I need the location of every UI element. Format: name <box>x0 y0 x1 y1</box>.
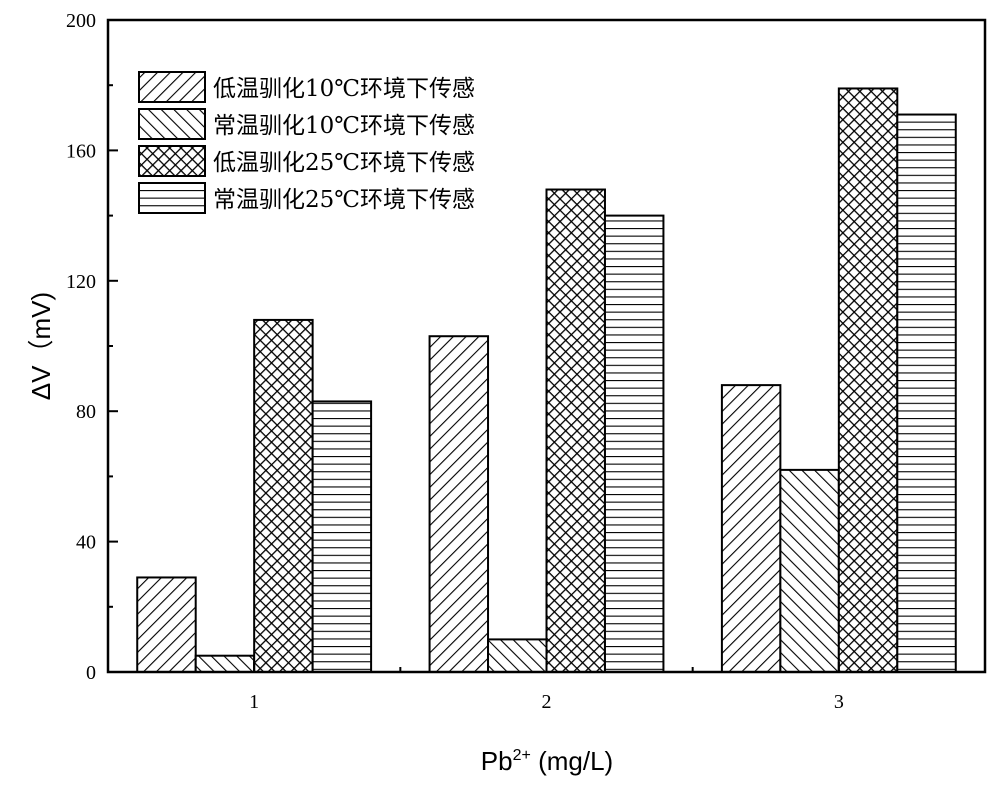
y-tick-label: 40 <box>76 532 96 554</box>
bar-3-cat-2 <box>545 188 606 674</box>
x-tick-label: 2 <box>542 691 552 713</box>
axes-layer: 1 2 3 0 40 80 120 160 200 <box>66 10 987 713</box>
y-tick-label: 80 <box>76 401 96 423</box>
bar-4-cat-2 <box>603 214 665 673</box>
y-tick-label: 0 <box>86 662 96 684</box>
legend: 低温驯化10℃环境下传感常温驯化10℃环境下传感低温驯化25℃环境下传感常温驯化… <box>138 71 475 214</box>
legend-label-1: 低温驯化10℃环境下传感 <box>213 76 475 102</box>
legend-swatch-1 <box>138 71 206 103</box>
bar-2-cat-1 <box>194 654 256 674</box>
bar-4-cat-3 <box>896 113 957 674</box>
legend-label-3: 低温驯化25℃环境下传感 <box>213 150 475 176</box>
legend-swatch-4 <box>138 182 206 214</box>
y-tick-label: 200 <box>66 10 96 32</box>
bar-2-cat-3 <box>779 468 840 673</box>
bar-2-cat-2 <box>487 638 548 674</box>
x-tick-label: 1 <box>249 691 259 713</box>
bars-layer <box>136 87 957 674</box>
x-axis-title: Pb2+ (mg/L) <box>481 746 613 776</box>
y-tick-label: 160 <box>66 140 96 162</box>
legend-swatch-2 <box>138 108 206 140</box>
y-tick-label: 120 <box>66 271 96 293</box>
plot-frame <box>106 18 987 674</box>
bar-1-cat-1 <box>136 576 197 674</box>
legend-label-2: 常温驯化10℃环境下传感 <box>213 113 475 139</box>
bar-3-cat-1 <box>253 318 314 673</box>
bar-1-cat-2 <box>428 335 490 673</box>
legend-swatch-3 <box>138 145 206 177</box>
bar-4-cat-1 <box>311 400 373 673</box>
y-axis-title: ΔV（mV) <box>26 292 56 400</box>
bar-1-cat-3 <box>720 384 782 673</box>
x-tick-label: 3 <box>834 691 844 713</box>
bar-3-cat-3 <box>837 87 899 673</box>
legend-label-4: 常温驯化25℃环境下传感 <box>213 187 475 213</box>
